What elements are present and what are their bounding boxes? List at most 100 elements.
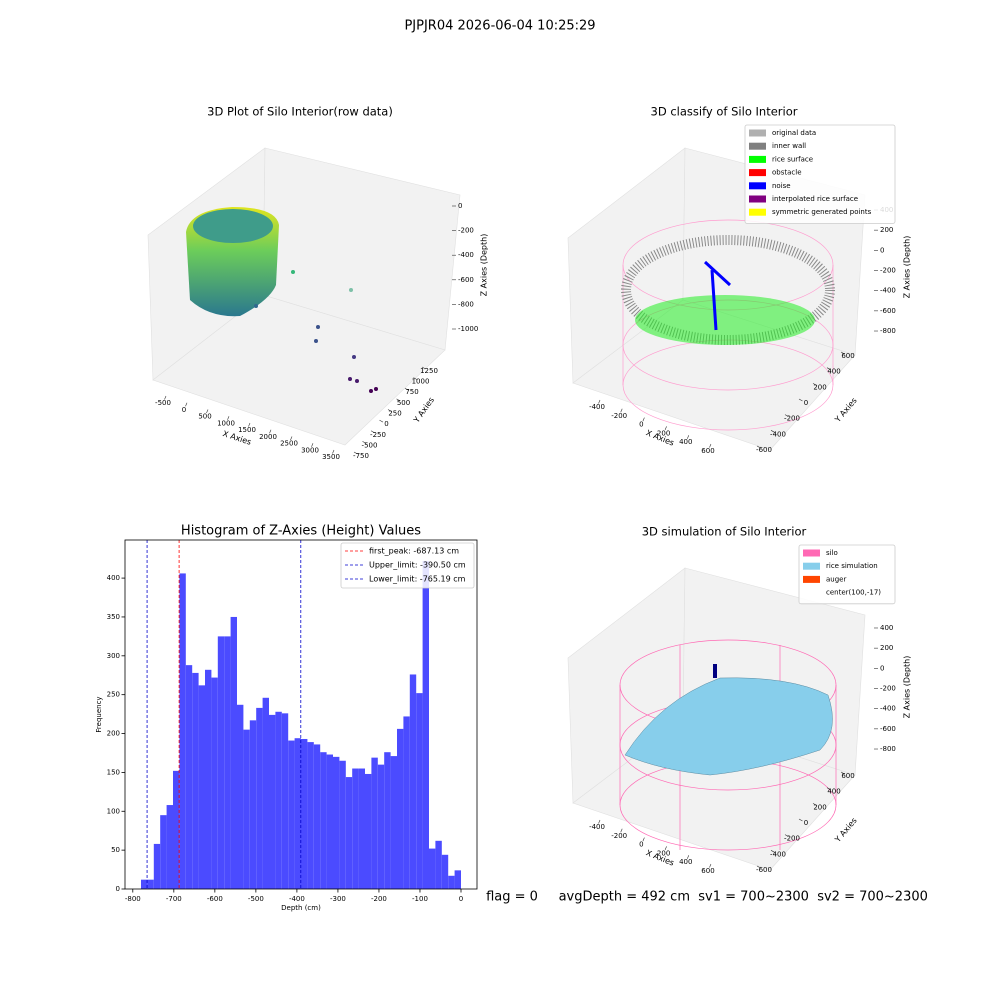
y-tick-label: 0 <box>384 420 388 428</box>
y-tick <box>756 445 761 449</box>
bar <box>153 843 161 889</box>
z-tick-label: -600 <box>880 725 896 733</box>
y-axis-label: Y Axies <box>833 816 859 845</box>
z-tick-label: -800 <box>880 745 896 753</box>
x-tick <box>598 399 601 404</box>
x-tick-label: 600 <box>701 867 714 875</box>
x-tick-label: -200 <box>611 412 627 420</box>
x-tick-label: 600 <box>701 447 714 455</box>
bar <box>160 815 167 889</box>
z-tick-label: -200 <box>880 267 896 275</box>
y-tick <box>784 414 789 417</box>
y-tick <box>770 850 775 853</box>
y-tick-label: -200 <box>784 415 800 423</box>
legend-label: center(100,-17) <box>826 589 881 597</box>
y-tick <box>362 441 367 444</box>
z-tick-label: 0 <box>880 664 884 672</box>
z-tick-label: 0 <box>458 202 462 210</box>
y-tick-label: 200 <box>813 383 826 391</box>
x-tick-label: 2000 <box>259 433 277 441</box>
z-axis-label: Z Axies (Depth) <box>480 234 489 297</box>
legend-patch <box>749 169 766 177</box>
chart-title: Histogram of Z-Axies (Height) Values <box>181 524 421 539</box>
x-tick <box>687 855 690 859</box>
z-tick-label: -800 <box>880 327 896 335</box>
x-tick-label: 200 <box>657 429 670 437</box>
bar <box>307 742 314 889</box>
x-tick <box>185 402 188 407</box>
suptitle: PJPJR04 2026-06-04 10:25:29 <box>404 19 595 34</box>
x-tick-label: -700 <box>166 895 182 903</box>
bar <box>237 704 244 889</box>
y-tick-label: 200 <box>107 730 120 738</box>
bar <box>377 764 385 889</box>
x-tick <box>642 837 645 842</box>
x-tick-label: -200 <box>611 832 627 840</box>
y-axis-label: Y Axies <box>411 396 436 426</box>
y-tick <box>756 865 761 869</box>
bar <box>441 854 449 889</box>
x-tick-label: 200 <box>657 849 670 857</box>
z-tick-label: -400 <box>880 287 896 295</box>
bar <box>301 738 308 889</box>
bar <box>384 752 391 889</box>
bar <box>275 711 282 889</box>
z-tick-label: -400 <box>880 705 896 713</box>
legend-patch <box>749 182 766 190</box>
x-tick-label: 0 <box>639 841 643 849</box>
z-tick-label: -400 <box>458 251 474 259</box>
x-tick <box>687 435 690 439</box>
x-tick <box>664 426 667 431</box>
bar <box>339 760 346 889</box>
bar <box>166 805 173 889</box>
bar <box>185 665 193 889</box>
y-tick-label: 1000 <box>412 378 430 386</box>
legend-patch <box>749 129 766 137</box>
legend-box <box>340 542 475 589</box>
y-tick-label: -200 <box>784 835 800 843</box>
axes-frame <box>124 539 478 890</box>
y-tick <box>379 419 384 423</box>
bar <box>269 714 276 889</box>
x-tick <box>642 417 645 422</box>
y-tick-label: -250 <box>370 431 386 439</box>
z-tick-label: -600 <box>880 307 896 315</box>
legend-box <box>798 544 896 605</box>
panel-1-decor <box>147 147 461 446</box>
y-tick <box>421 366 426 370</box>
y-tick-label: -400 <box>770 430 786 438</box>
bar <box>403 716 410 889</box>
x-tick <box>664 846 667 851</box>
y-axis-label: Frequency <box>95 696 103 732</box>
x-tick-label: -400 <box>289 895 305 903</box>
bar <box>230 616 237 889</box>
x-tick <box>269 429 272 434</box>
x-tick-label: 500 <box>198 413 211 421</box>
y-tick-label: 200 <box>813 803 826 811</box>
x-tick-label: 0 <box>639 421 643 429</box>
bar <box>179 573 186 889</box>
chart-title: 3D Plot of Silo Interior(row data) <box>207 105 393 119</box>
z-tick-label: -200 <box>880 685 896 693</box>
bar <box>313 744 321 889</box>
chart-title: 3D simulation of Silo Interior <box>642 525 807 539</box>
y-tick-label: 0 <box>804 819 808 827</box>
x-tick-label: -400 <box>589 823 605 831</box>
legend-patch <box>803 575 820 583</box>
bar <box>192 672 199 889</box>
x-tick <box>290 436 293 441</box>
bar <box>352 768 359 889</box>
x-tick <box>332 449 335 454</box>
bar <box>371 757 378 889</box>
y-tick-label: 300 <box>107 652 120 660</box>
legend-label: first_peak: -687.13 cm <box>369 547 459 556</box>
bar <box>198 685 205 889</box>
bar <box>429 848 436 889</box>
z-tick-label: -800 <box>458 300 474 308</box>
bar <box>141 879 148 889</box>
bar <box>281 713 289 889</box>
x-tick-label: -800 <box>125 895 141 903</box>
bar <box>345 777 353 889</box>
legend-patch <box>749 208 766 216</box>
bar <box>288 740 295 889</box>
